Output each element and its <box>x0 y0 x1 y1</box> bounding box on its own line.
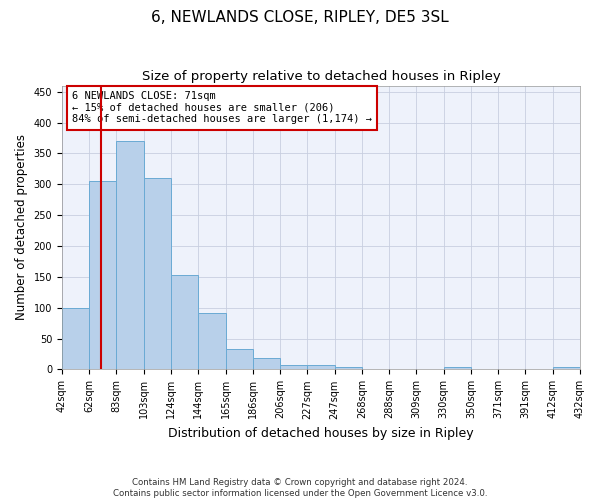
Bar <box>280 365 307 370</box>
Text: 6, NEWLANDS CLOSE, RIPLEY, DE5 3SL: 6, NEWLANDS CLOSE, RIPLEY, DE5 3SL <box>151 10 449 25</box>
Bar <box>253 358 280 370</box>
Bar <box>553 367 580 370</box>
Bar <box>116 141 144 370</box>
Bar <box>226 349 253 370</box>
Title: Size of property relative to detached houses in Ripley: Size of property relative to detached ho… <box>142 70 500 83</box>
Bar <box>89 181 116 370</box>
Text: Contains HM Land Registry data © Crown copyright and database right 2024.
Contai: Contains HM Land Registry data © Crown c… <box>113 478 487 498</box>
X-axis label: Distribution of detached houses by size in Ripley: Distribution of detached houses by size … <box>168 427 474 440</box>
Text: 6 NEWLANDS CLOSE: 71sqm
← 15% of detached houses are smaller (206)
84% of semi-d: 6 NEWLANDS CLOSE: 71sqm ← 15% of detache… <box>72 91 372 124</box>
Bar <box>335 367 362 370</box>
Bar <box>144 178 171 370</box>
Y-axis label: Number of detached properties: Number of detached properties <box>15 134 28 320</box>
Bar <box>198 312 226 370</box>
Bar <box>307 364 335 370</box>
Bar <box>171 275 198 370</box>
Bar <box>62 308 89 370</box>
Bar <box>443 367 471 370</box>
